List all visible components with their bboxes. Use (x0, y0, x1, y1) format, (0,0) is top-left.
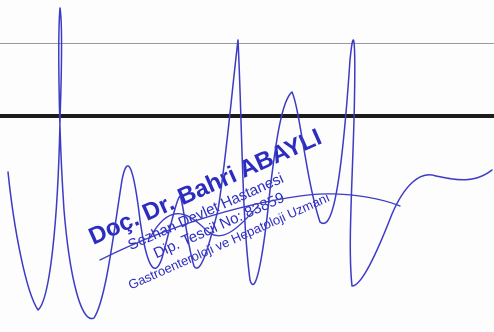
thin-rule-line (0, 43, 494, 44)
thick-rule-line (0, 114, 494, 118)
